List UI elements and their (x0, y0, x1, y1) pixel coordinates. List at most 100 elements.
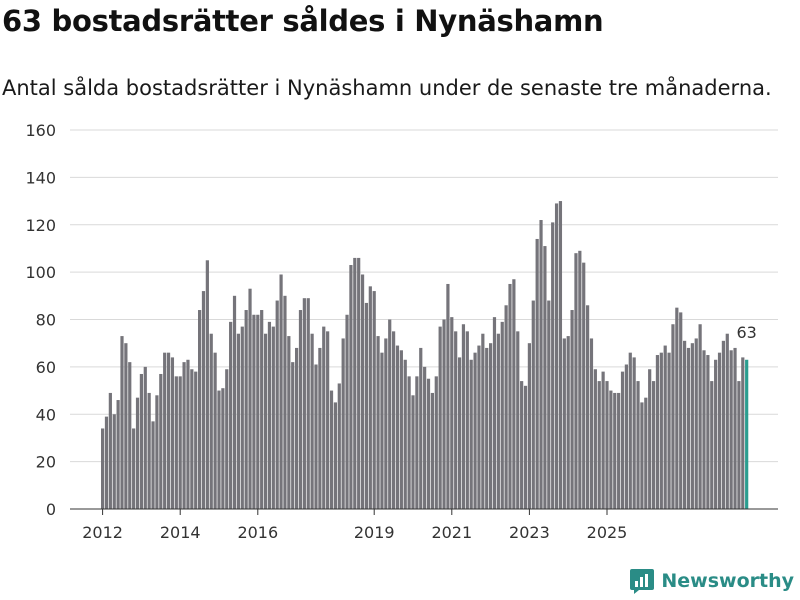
bar[interactable] (601, 371, 605, 509)
bar[interactable] (349, 265, 353, 509)
bar[interactable] (201, 291, 206, 509)
bar[interactable] (477, 345, 481, 509)
bar[interactable] (659, 352, 663, 509)
bar[interactable] (205, 260, 209, 509)
bar[interactable] (438, 326, 442, 509)
bar[interactable] (283, 295, 287, 509)
bar[interactable] (256, 314, 260, 509)
bar[interactable] (310, 333, 314, 509)
bar[interactable] (651, 381, 656, 509)
bar[interactable] (271, 326, 275, 509)
bar[interactable] (403, 359, 407, 509)
bar[interactable] (679, 312, 683, 509)
bar[interactable] (516, 331, 520, 509)
bar[interactable] (605, 381, 609, 509)
bar[interactable] (710, 381, 714, 509)
bar[interactable] (582, 262, 586, 509)
bar[interactable] (655, 355, 660, 509)
newsworthy-logo[interactable]: Newsworthy (629, 568, 794, 594)
bar[interactable] (143, 366, 147, 509)
bar[interactable] (543, 246, 547, 509)
bar[interactable] (648, 369, 652, 509)
bar[interactable] (221, 388, 225, 509)
bar[interactable] (295, 347, 299, 509)
bar[interactable] (729, 350, 733, 509)
bar[interactable] (302, 298, 306, 509)
bar[interactable] (485, 347, 489, 509)
bar[interactable] (345, 314, 349, 509)
bar[interactable] (384, 338, 388, 509)
bar[interactable] (198, 310, 202, 509)
bar[interactable] (244, 310, 248, 509)
bar[interactable] (248, 288, 252, 509)
bar[interactable] (232, 295, 237, 509)
bar[interactable] (481, 333, 485, 509)
bar[interactable] (314, 364, 318, 509)
bar[interactable] (240, 326, 244, 509)
bar[interactable] (423, 366, 427, 509)
bar[interactable] (407, 376, 411, 509)
bar[interactable] (531, 300, 535, 509)
bar[interactable] (372, 291, 376, 509)
bar[interactable] (492, 317, 497, 509)
bar[interactable] (523, 385, 528, 509)
bar[interactable] (609, 390, 613, 509)
bar[interactable] (194, 371, 198, 509)
bar[interactable] (562, 338, 566, 509)
bar[interactable] (694, 338, 698, 509)
bar[interactable] (690, 343, 694, 509)
bar[interactable] (236, 333, 240, 509)
bar[interactable] (163, 352, 167, 509)
bar[interactable] (706, 355, 710, 509)
bar[interactable] (298, 310, 303, 509)
bar[interactable] (139, 373, 143, 509)
bar[interactable] (554, 203, 559, 509)
bar[interactable] (457, 357, 462, 509)
bar[interactable] (318, 347, 322, 509)
bar[interactable] (263, 333, 268, 509)
bar[interactable] (333, 402, 337, 509)
bar[interactable] (500, 321, 504, 509)
bar-highlight[interactable] (745, 359, 749, 509)
bar[interactable] (686, 347, 691, 509)
bar[interactable] (469, 359, 473, 509)
bar[interactable] (392, 331, 396, 509)
bar[interactable] (229, 321, 233, 509)
bar[interactable] (663, 345, 667, 509)
bar[interactable] (166, 352, 171, 509)
bar[interactable] (717, 352, 722, 509)
bar[interactable] (279, 274, 283, 509)
bar[interactable] (527, 343, 531, 509)
bar[interactable] (209, 333, 213, 509)
bar[interactable] (558, 201, 563, 509)
bar[interactable] (636, 381, 640, 509)
bar[interactable] (702, 350, 706, 509)
bar[interactable] (714, 359, 718, 509)
bar[interactable] (624, 364, 628, 509)
bar[interactable] (539, 220, 543, 509)
bar[interactable] (395, 345, 400, 509)
bar[interactable] (570, 310, 574, 509)
bar[interactable] (151, 421, 155, 509)
bar[interactable] (275, 300, 279, 509)
bar[interactable] (632, 357, 636, 509)
bar[interactable] (213, 352, 217, 509)
bar[interactable] (112, 414, 116, 509)
bar[interactable] (520, 381, 524, 509)
bar[interactable] (120, 336, 124, 509)
bar[interactable] (450, 317, 454, 509)
bar[interactable] (326, 331, 330, 509)
bar[interactable] (725, 333, 729, 509)
bar[interactable] (337, 383, 341, 509)
bar[interactable] (182, 362, 186, 509)
bar[interactable] (489, 343, 493, 509)
bar[interactable] (135, 397, 140, 509)
bar[interactable] (178, 376, 182, 509)
bar[interactable] (461, 324, 466, 509)
bar[interactable] (683, 340, 687, 509)
bar[interactable] (574, 253, 578, 509)
bar[interactable] (376, 336, 380, 509)
bar[interactable] (128, 362, 132, 509)
bar[interactable] (260, 310, 264, 509)
bar[interactable] (551, 222, 555, 509)
